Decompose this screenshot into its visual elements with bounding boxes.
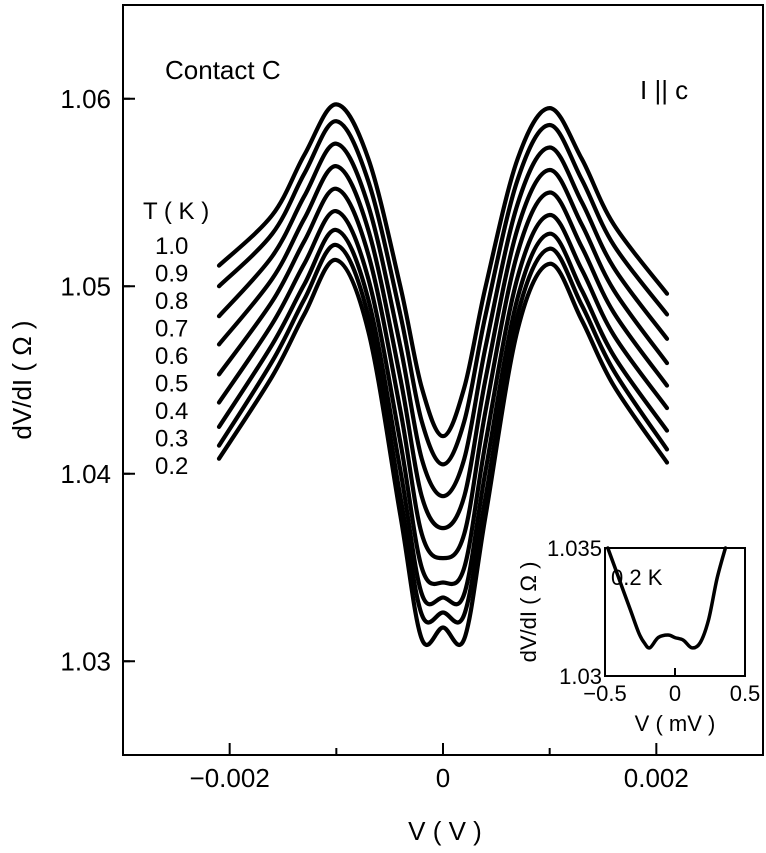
temperature-label-0.3: 0.3 — [155, 426, 188, 453]
inset-x-tick-label: 0 — [669, 681, 681, 706]
series-line-0.6 — [216, 186, 670, 561]
inset-x-axis-label: V ( mV ) — [635, 711, 716, 736]
main-ticks: 1.03 1.04 1.05 1.06 −0.002 0 0.002 — [60, 84, 688, 793]
y-axis-label: dV/dI ( Ω ) — [7, 320, 37, 439]
temperature-label-1.0: 1.0 — [155, 233, 188, 260]
temperature-label-0.9: 0.9 — [155, 261, 188, 288]
inset-background — [605, 548, 745, 676]
inset-x-tick-label: −0.5 — [583, 681, 626, 706]
temperature-header: T ( K ) — [143, 198, 209, 225]
y-tick-label: 1.03 — [60, 646, 111, 676]
main-series — [216, 102, 670, 648]
annotation-contact: Contact C — [165, 55, 281, 85]
series-line-0.3 — [216, 242, 670, 625]
y-tick-label: 1.05 — [60, 271, 111, 301]
temperature-label-0.4: 0.4 — [155, 398, 188, 425]
x-tick-label: 0.002 — [624, 763, 689, 793]
inset-annotation: 0.2 K — [611, 565, 663, 590]
inset-y-tick-label: 1.035 — [547, 536, 602, 561]
x-axis-label: V ( V ) — [408, 816, 482, 846]
series-line-0.2 — [216, 257, 670, 648]
series-line-0.9 — [216, 119, 670, 467]
y-tick-label: 1.06 — [60, 84, 111, 114]
series-line-0.5 — [216, 209, 670, 587]
temperature-label-0.5: 0.5 — [155, 371, 188, 398]
y-tick-label: 1.04 — [60, 459, 111, 489]
temperature-label-0.2: 0.2 — [155, 453, 188, 480]
inset-series — [606, 546, 728, 650]
series-line-0.7 — [216, 164, 670, 531]
annotation-orientation: I || c — [640, 75, 688, 105]
inset-y-axis-label: dV/dI ( Ω ) — [516, 562, 541, 663]
temperature-label-0.8: 0.8 — [155, 288, 188, 315]
temperature-label-0.6: 0.6 — [155, 343, 188, 370]
x-tick-label: 0 — [436, 763, 450, 793]
temperature-labels: 1.00.90.80.70.60.50.40.30.2 — [155, 233, 188, 480]
x-tick-label: −0.002 — [190, 763, 270, 793]
inset-series-line — [606, 546, 728, 650]
temperature-label-0.7: 0.7 — [155, 316, 188, 343]
series-line-0.8 — [216, 141, 670, 499]
series-line-1.0 — [216, 102, 670, 439]
inset-y-tick-label: 1.03 — [559, 664, 602, 689]
inset-ticks: −0.5 0 0.5 1.03 1.035 — [547, 536, 760, 706]
series-line-0.4 — [216, 227, 670, 607]
inset-x-tick-label: 0.5 — [730, 681, 761, 706]
